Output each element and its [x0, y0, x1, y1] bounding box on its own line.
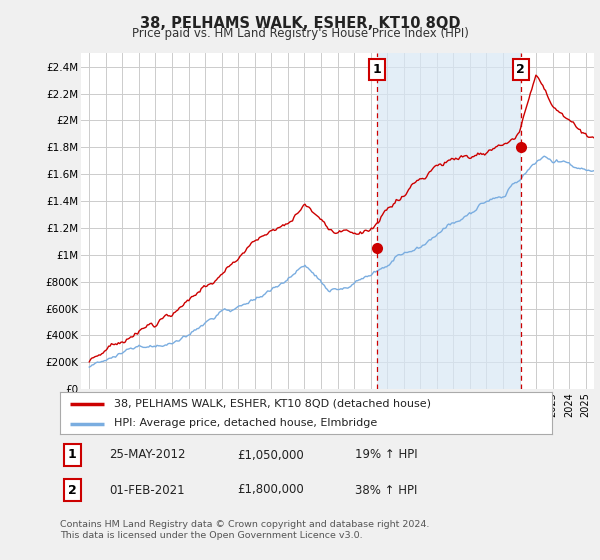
Text: £1,050,000: £1,050,000	[237, 449, 304, 461]
Text: £1,800,000: £1,800,000	[237, 483, 304, 497]
Text: HPI: Average price, detached house, Elmbridge: HPI: Average price, detached house, Elmb…	[114, 418, 377, 428]
Text: 38% ↑ HPI: 38% ↑ HPI	[355, 483, 418, 497]
Bar	[377, 53, 521, 389]
Text: 25-MAY-2012: 25-MAY-2012	[109, 449, 186, 461]
Text: 01-FEB-2021: 01-FEB-2021	[109, 483, 185, 497]
Text: Price paid vs. HM Land Registry's House Price Index (HPI): Price paid vs. HM Land Registry's House …	[131, 27, 469, 40]
Text: 2: 2	[68, 483, 77, 497]
Text: Contains HM Land Registry data © Crown copyright and database right 2024.
This d: Contains HM Land Registry data © Crown c…	[60, 520, 430, 540]
Text: 38, PELHAMS WALK, ESHER, KT10 8QD: 38, PELHAMS WALK, ESHER, KT10 8QD	[140, 16, 460, 31]
Text: 1: 1	[373, 63, 381, 76]
Text: 38, PELHAMS WALK, ESHER, KT10 8QD (detached house): 38, PELHAMS WALK, ESHER, KT10 8QD (detac…	[114, 399, 431, 409]
Text: 2: 2	[517, 63, 525, 76]
Text: 19% ↑ HPI: 19% ↑ HPI	[355, 449, 418, 461]
Text: 1: 1	[68, 449, 77, 461]
